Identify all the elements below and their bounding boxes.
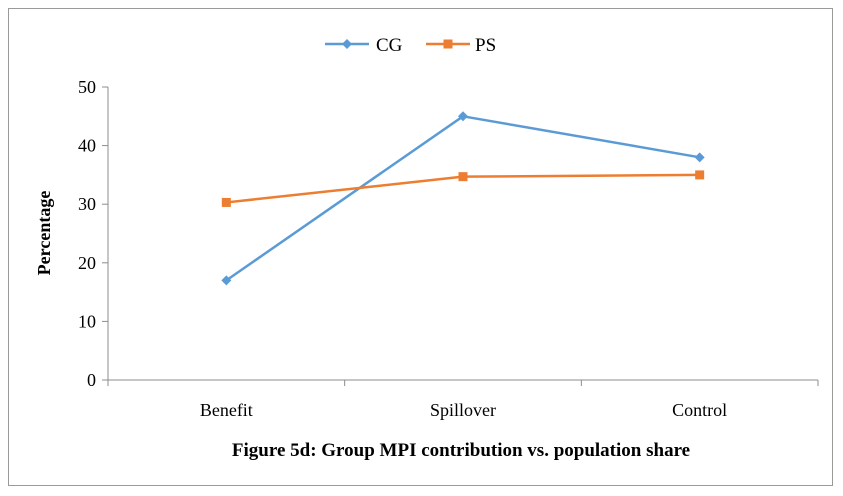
- legend-label-cg: CG: [376, 35, 403, 56]
- y-tick-label: 50: [78, 77, 96, 97]
- axes: 0 10 20 30 40 50 Benefit Spillover Control: [78, 77, 819, 420]
- data-point-cg: [458, 111, 468, 122]
- y-tick-label: 10: [78, 311, 96, 331]
- y-tick-label: 30: [78, 194, 96, 214]
- legend-label-ps: PS: [475, 35, 496, 56]
- data-point-ps: [221, 197, 231, 207]
- data-point-ps: [695, 170, 705, 180]
- legend-marker-cg: [342, 39, 352, 49]
- data-point-ps: [458, 172, 468, 182]
- y-tick-label: 40: [78, 136, 96, 156]
- legend-marker-ps: [443, 39, 453, 49]
- series-layer: [221, 111, 705, 286]
- y-tick-label: 0: [87, 370, 96, 390]
- y-axis-label: Percentage: [34, 191, 54, 276]
- x-tick-label: Control: [672, 400, 727, 420]
- figure-caption: Figure 5d: Group MPI contribution vs. po…: [232, 440, 690, 461]
- series-line-cg: [225, 115, 700, 282]
- legend: CG PS: [325, 35, 496, 56]
- x-tick-label: Spillover: [430, 400, 496, 420]
- data-point-cg: [694, 152, 705, 163]
- chart-frame: [8, 8, 833, 486]
- data-point-cg: [221, 275, 232, 286]
- y-tick-label: 20: [78, 253, 96, 273]
- x-tick-label: Benefit: [200, 400, 253, 420]
